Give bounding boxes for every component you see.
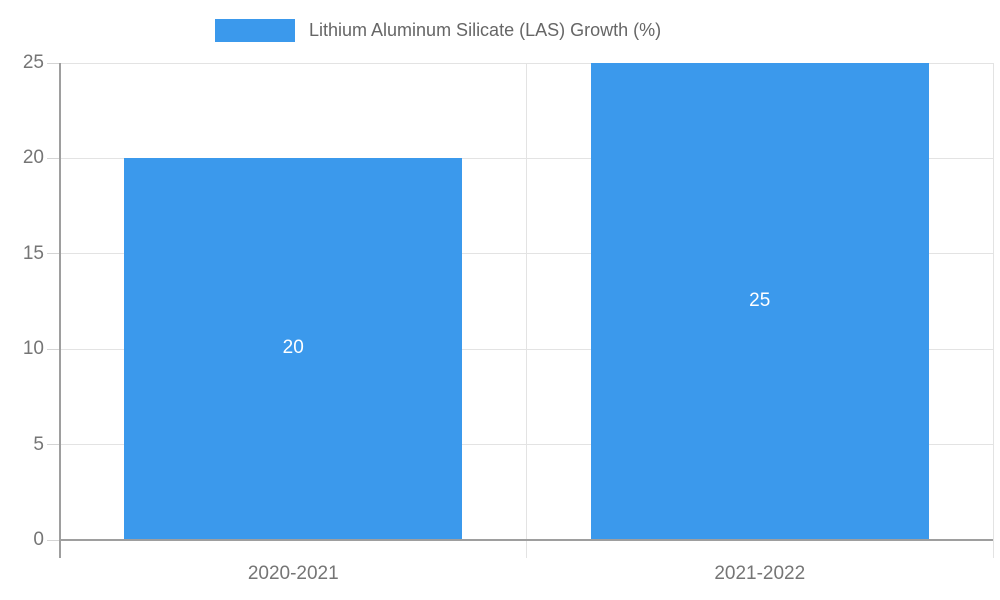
y-tick — [47, 539, 60, 541]
x-tick — [526, 540, 527, 558]
y-axis-label: 5 — [33, 433, 44, 455]
bar-2020-2021[interactable] — [124, 158, 463, 540]
y-tick — [47, 444, 60, 446]
y-axis-label: 25 — [22, 52, 44, 73]
legend-swatch — [215, 19, 295, 42]
legend[interactable]: Lithium Aluminum Silicate (LAS) Growth (… — [215, 19, 661, 42]
y-axis-label: 20 — [22, 147, 44, 169]
x-axis-label: 2021-2022 — [714, 563, 806, 584]
y-axis-line — [59, 63, 61, 558]
plot-right-border — [992, 63, 994, 540]
y-tick — [47, 348, 60, 350]
y-tick — [47, 157, 60, 159]
bar-value-label: 25 — [749, 289, 771, 311]
legend-label: Lithium Aluminum Silicate (LAS) Growth (… — [309, 20, 662, 40]
category-separator — [526, 63, 527, 540]
x-tick — [992, 540, 994, 558]
y-axis-label: 15 — [22, 242, 44, 264]
y-axis-label: 10 — [22, 338, 44, 360]
y-tick — [47, 253, 60, 255]
x-axis-label: 2020-2021 — [247, 563, 339, 584]
bar-value-label: 20 — [282, 337, 304, 359]
y-tick — [47, 62, 60, 64]
x-axis-line — [60, 539, 993, 541]
bar-2021-2022[interactable] — [590, 63, 929, 540]
y-axis-label: 0 — [33, 529, 44, 550]
